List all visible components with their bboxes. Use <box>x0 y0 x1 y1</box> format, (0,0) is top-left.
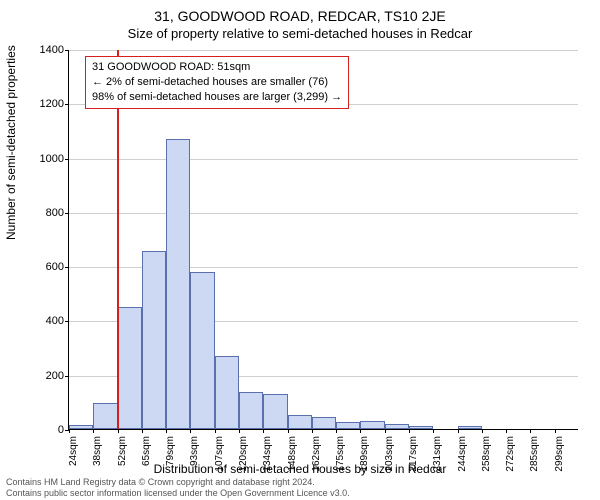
histogram-bar <box>312 417 336 429</box>
annotation-box: 31 GOODWOOD ROAD: 51sqm ← 2% of semi-det… <box>85 56 349 109</box>
xtick-label: 244sqm <box>457 436 468 480</box>
footer-line2: Contains public sector information licen… <box>6 488 350 498</box>
xtick-mark <box>506 429 507 433</box>
xtick-mark <box>360 429 361 433</box>
ytick-mark <box>65 104 69 105</box>
histogram-bar <box>190 272 214 429</box>
gridline <box>69 50 578 51</box>
histogram-bar <box>93 403 117 429</box>
xtick-mark <box>288 429 289 433</box>
histogram-bar <box>288 415 312 429</box>
xtick-label: 285sqm <box>529 436 540 480</box>
xtick-label: 120sqm <box>238 436 249 480</box>
xtick-mark <box>166 429 167 433</box>
ytick-label: 1200 <box>24 98 64 110</box>
ytick-label: 200 <box>24 370 64 382</box>
histogram-bar <box>263 394 287 429</box>
xtick-label: 258sqm <box>481 436 492 480</box>
xtick-label: 134sqm <box>262 436 273 480</box>
annotation-line2: ← 2% of semi-detached houses are smaller… <box>92 75 342 90</box>
xtick-mark <box>142 429 143 433</box>
gridline <box>69 213 578 214</box>
xtick-label: 24sqm <box>68 436 79 480</box>
histogram-bar <box>239 392 263 429</box>
xtick-label: 162sqm <box>311 436 322 480</box>
histogram-bar <box>336 422 360 429</box>
xtick-mark <box>312 429 313 433</box>
xtick-label: 203sqm <box>384 436 395 480</box>
xtick-mark <box>215 429 216 433</box>
xtick-label: 231sqm <box>432 436 443 480</box>
ytick-mark <box>65 159 69 160</box>
histogram-bar <box>360 421 384 429</box>
ytick-label: 600 <box>24 261 64 273</box>
annotation-line3: 98% of semi-detached houses are larger (… <box>92 90 342 105</box>
ytick-mark <box>65 213 69 214</box>
xtick-mark <box>263 429 264 433</box>
ytick-label: 1400 <box>24 44 64 56</box>
ytick-mark <box>65 267 69 268</box>
xtick-label: 38sqm <box>92 436 103 480</box>
xtick-label: 299sqm <box>554 436 565 480</box>
xtick-label: 175sqm <box>335 436 346 480</box>
histogram-bar <box>142 251 166 429</box>
xtick-mark <box>385 429 386 433</box>
y-axis-label: Number of semi-detached properties <box>4 45 18 240</box>
xtick-mark <box>482 429 483 433</box>
ytick-mark <box>65 376 69 377</box>
histogram-bar <box>458 426 482 429</box>
xtick-label: 217sqm <box>408 436 419 480</box>
xtick-label: 189sqm <box>359 436 370 480</box>
xtick-mark <box>433 429 434 433</box>
footer-attribution: Contains HM Land Registry data © Crown c… <box>6 477 350 498</box>
chart-title-main: 31, GOODWOOD ROAD, REDCAR, TS10 2JE <box>0 8 600 24</box>
histogram-bar <box>215 356 239 429</box>
plot-area: 31 GOODWOOD ROAD: 51sqm ← 2% of semi-det… <box>68 50 578 430</box>
xtick-mark <box>69 429 70 433</box>
ytick-label: 1000 <box>24 153 64 165</box>
xtick-mark <box>190 429 191 433</box>
ytick-label: 800 <box>24 207 64 219</box>
xtick-label: 107sqm <box>214 436 225 480</box>
xtick-mark <box>118 429 119 433</box>
histogram-bar <box>409 426 433 429</box>
footer-line1: Contains HM Land Registry data © Crown c… <box>6 477 350 487</box>
xtick-mark <box>239 429 240 433</box>
xtick-mark <box>93 429 94 433</box>
xtick-label: 93sqm <box>189 436 200 480</box>
histogram-bar <box>385 424 409 429</box>
xtick-mark <box>409 429 410 433</box>
gridline <box>69 159 578 160</box>
ytick-mark <box>65 321 69 322</box>
histogram-bar <box>69 425 93 429</box>
ytick-mark <box>65 50 69 51</box>
ytick-label: 0 <box>24 424 64 436</box>
annotation-line1: 31 GOODWOOD ROAD: 51sqm <box>92 60 342 75</box>
xtick-label: 65sqm <box>141 436 152 480</box>
xtick-mark <box>555 429 556 433</box>
chart-title-sub: Size of property relative to semi-detach… <box>0 26 600 41</box>
xtick-mark <box>458 429 459 433</box>
ytick-label: 400 <box>24 315 64 327</box>
xtick-mark <box>530 429 531 433</box>
histogram-bar <box>166 139 190 429</box>
xtick-label: 79sqm <box>165 436 176 480</box>
xtick-mark <box>336 429 337 433</box>
xtick-label: 52sqm <box>117 436 128 480</box>
xtick-label: 272sqm <box>505 436 516 480</box>
xtick-label: 148sqm <box>287 436 298 480</box>
histogram-bar <box>118 307 142 429</box>
